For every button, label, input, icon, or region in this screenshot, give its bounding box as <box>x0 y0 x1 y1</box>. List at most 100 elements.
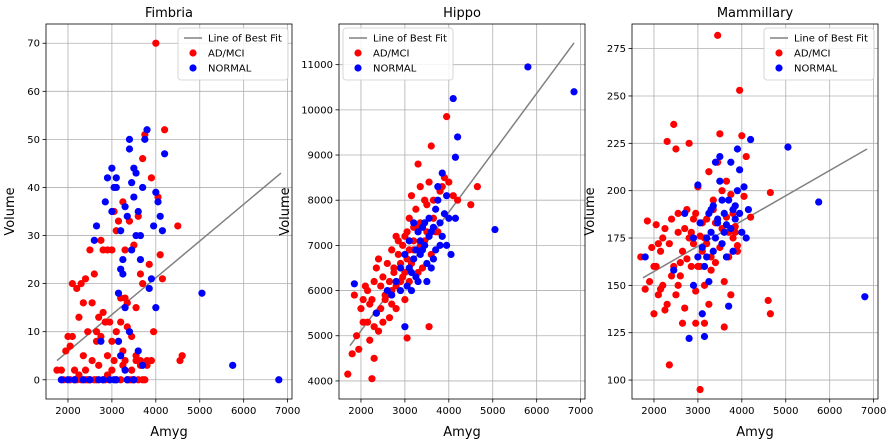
data-point <box>123 376 131 384</box>
data-point <box>727 291 735 299</box>
subplot-1: 2000 3000 4000 5000 6000 7000 0 10 20 30 40 50 60 70 F… <box>3 6 300 440</box>
data-point <box>145 260 153 268</box>
data-point <box>432 205 440 213</box>
data-point <box>696 385 704 394</box>
data-point <box>77 280 85 288</box>
data-point <box>703 253 711 261</box>
data-point <box>344 370 352 378</box>
data-point <box>68 332 76 341</box>
data-point <box>716 152 724 161</box>
data-point <box>117 318 125 326</box>
legend-marker-swatch <box>189 49 197 57</box>
data-point <box>720 209 728 217</box>
data-point <box>689 215 698 223</box>
data-point <box>101 318 109 326</box>
data-point <box>438 169 446 177</box>
data-point <box>81 275 90 283</box>
y-tick-label: 40 <box>27 183 40 194</box>
data-point <box>70 366 79 374</box>
x-tick-label: 5000 <box>480 406 505 417</box>
data-point <box>665 240 673 248</box>
data-point <box>740 183 748 191</box>
data-point <box>92 328 101 336</box>
data-point <box>451 214 460 222</box>
data-point <box>108 366 116 374</box>
data-point <box>132 304 140 312</box>
subplot-title: Mammillary <box>717 6 794 21</box>
x-tick-label: 2000 <box>641 406 666 417</box>
y-tick-label: 225 <box>607 139 626 150</box>
data-point <box>473 183 481 191</box>
data-point <box>720 277 728 286</box>
data-point <box>707 206 715 214</box>
data-point <box>81 366 90 374</box>
data-point <box>678 247 687 255</box>
data-point <box>372 264 380 272</box>
data-point <box>359 318 367 326</box>
data-point <box>659 281 667 289</box>
x-tick-label: 3000 <box>392 406 417 417</box>
data-point <box>359 296 367 304</box>
data-point <box>648 243 656 252</box>
data-point <box>141 135 149 143</box>
y-tick-label: 4000 <box>308 376 333 387</box>
data-point <box>394 250 402 259</box>
data-point <box>641 253 649 261</box>
axes-frame <box>631 23 879 400</box>
axes-frame <box>45 23 293 400</box>
data-point <box>641 285 649 293</box>
data-point <box>405 214 413 222</box>
data-point <box>139 183 147 192</box>
data-point <box>418 264 427 272</box>
data-point <box>156 251 164 259</box>
x-tick-label: 4000 <box>729 406 754 417</box>
x-tick-label: 7000 <box>568 406 593 417</box>
data-point <box>392 277 400 286</box>
data-point <box>350 291 358 299</box>
data-point <box>425 178 433 186</box>
data-point <box>73 284 81 293</box>
data-point <box>379 273 387 281</box>
data-point <box>659 234 667 242</box>
data-point <box>698 310 706 318</box>
data-point <box>90 270 98 278</box>
data-point <box>434 228 442 236</box>
data-point <box>383 259 391 268</box>
data-point <box>123 212 131 220</box>
data-point <box>139 361 147 369</box>
data-point <box>412 205 420 213</box>
data-point <box>436 219 444 227</box>
data-point <box>412 246 420 254</box>
data-point <box>451 153 460 161</box>
x-tick-label: 4000 <box>436 406 461 417</box>
series-normal <box>350 63 578 331</box>
data-point <box>736 86 744 94</box>
series-normal <box>57 126 283 384</box>
data-point <box>716 177 724 185</box>
y-tick-label: 8000 <box>308 196 333 207</box>
data-point <box>650 262 658 271</box>
data-point <box>75 313 83 321</box>
data-point <box>57 376 65 384</box>
data-point <box>372 309 380 317</box>
data-point <box>97 236 105 244</box>
data-point <box>427 264 435 272</box>
data-point <box>407 286 416 295</box>
data-point <box>434 183 442 191</box>
data-point <box>676 259 684 267</box>
data-point <box>161 126 169 134</box>
y-tick-label: 175 <box>607 234 626 245</box>
data-point <box>740 192 748 200</box>
data-point <box>410 255 418 263</box>
data-point <box>141 376 149 384</box>
data-point <box>407 192 416 200</box>
data-point <box>729 234 737 242</box>
data-point <box>423 277 431 286</box>
y-tick-label: 30 <box>27 231 40 242</box>
x-tick-label: 6000 <box>231 406 256 417</box>
data-point <box>390 264 398 272</box>
data-point <box>738 132 746 140</box>
data-point <box>747 135 755 144</box>
data-point <box>79 376 87 384</box>
